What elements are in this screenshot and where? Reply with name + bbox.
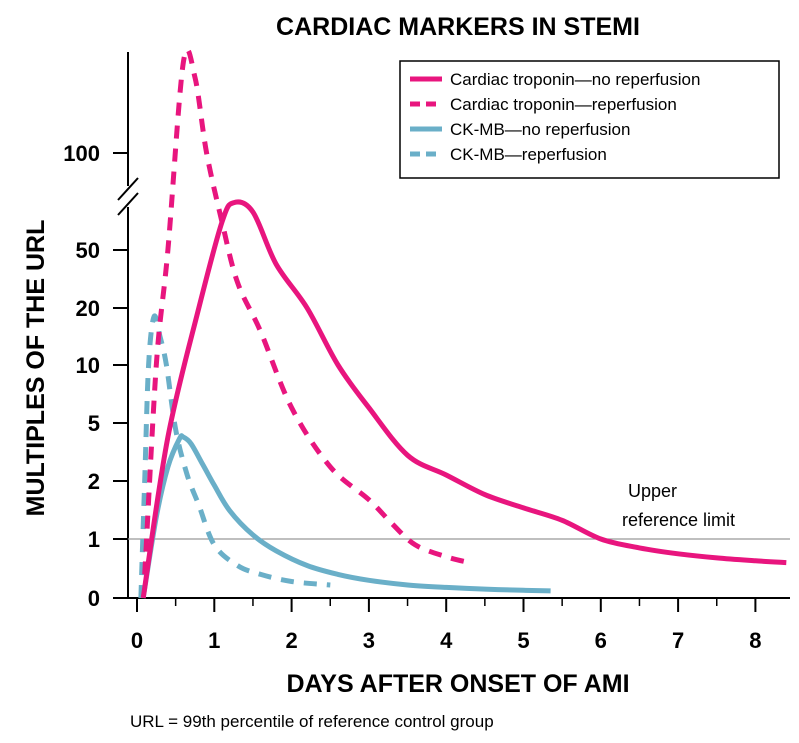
legend-label: Cardiac troponin—reperfusion <box>450 95 677 114</box>
y-tick-label: 0 <box>88 586 100 611</box>
x-ticks: 0 1 2 3 4 5 6 7 8 <box>131 598 762 653</box>
legend-label: CK-MB—reperfusion <box>450 145 607 164</box>
x-tick-label: 5 <box>517 628 529 653</box>
legend-items: Cardiac troponin—no reperfusion Cardiac t… <box>410 70 700 164</box>
legend-label: Cardiac troponin—no reperfusion <box>450 70 700 89</box>
reference-label-line1: Upper <box>628 481 677 501</box>
y-tick-label: 100 <box>63 141 100 166</box>
x-tick-label: 3 <box>363 628 375 653</box>
y-tick-label: 50 <box>76 238 100 263</box>
y-tick-label: 10 <box>76 353 100 378</box>
x-tick-label: 4 <box>440 628 453 653</box>
y-axis-title: MULTIPLES OF THE URL <box>22 220 50 517</box>
footnote: URL = 99th percentile of reference contr… <box>130 712 494 731</box>
x-tick-label: 8 <box>749 628 761 653</box>
series-line-3 <box>140 433 551 599</box>
reference-label-line2: reference limit <box>622 510 735 530</box>
y-tick-label: 1 <box>88 527 100 552</box>
x-tick-label: 0 <box>131 628 143 653</box>
series-line-4 <box>138 313 331 599</box>
series-line-2 <box>142 47 471 575</box>
x-tick-label: 6 <box>595 628 607 653</box>
y-axis: 0 1 2 5 10 20 50 100 <box>63 52 139 611</box>
series-group <box>138 47 787 599</box>
y-ticks: 0 1 2 5 10 20 50 100 <box>63 141 128 611</box>
y-tick-label: 5 <box>88 411 100 436</box>
axis-break-mark-1 <box>117 177 139 201</box>
x-tick-label: 1 <box>208 628 220 653</box>
x-tick-label: 2 <box>285 628 297 653</box>
legend: Cardiac troponin—no reperfusion Cardiac t… <box>399 60 780 179</box>
y-tick-label: 2 <box>88 469 100 494</box>
legend-label: CK-MB—no reperfusion <box>450 120 630 139</box>
chart-title: CARDIAC MARKERS IN STEMI <box>276 13 640 41</box>
series-line-1 <box>140 199 787 599</box>
legend-box <box>399 60 780 179</box>
x-tick-label: 7 <box>672 628 684 653</box>
y-tick-label: 20 <box>76 296 100 321</box>
x-axis-title: DAYS AFTER ONSET OF AMI <box>286 670 629 698</box>
x-axis: 0 1 2 3 4 5 6 7 8 <box>128 597 790 653</box>
axis-break-mark-2 <box>117 192 139 216</box>
